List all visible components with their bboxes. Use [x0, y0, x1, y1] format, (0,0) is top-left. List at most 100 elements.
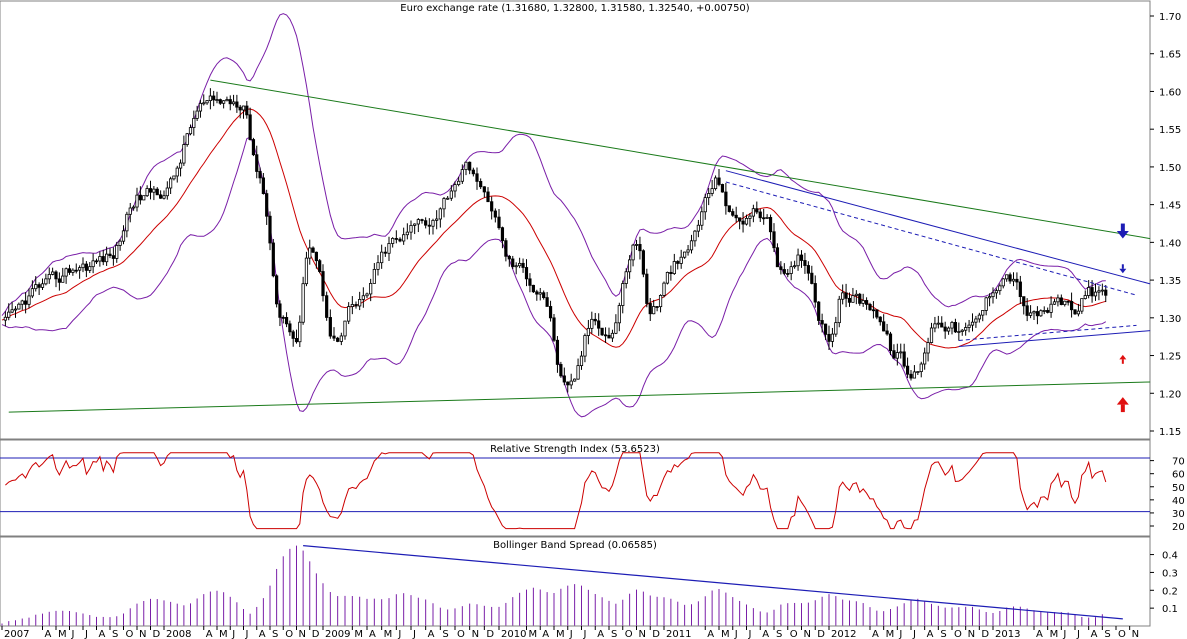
price-candle — [600, 327, 604, 336]
price-candle — [215, 91, 219, 104]
price-candle — [672, 253, 676, 275]
price-candle — [111, 247, 115, 266]
candle-body — [676, 261, 680, 264]
candle-body — [679, 256, 683, 264]
price-candle — [365, 292, 369, 299]
spread-y-axis: 0.4 0.3 0.2 0.1 — [1150, 551, 1178, 615]
price-candle — [528, 273, 532, 293]
price-candle — [1039, 309, 1043, 317]
candle-body — [638, 244, 642, 252]
candle-body — [336, 337, 340, 342]
price-candle — [500, 226, 505, 249]
x-tick-label: A — [542, 629, 549, 639]
price-candle — [803, 252, 807, 274]
candle-body — [617, 305, 621, 324]
x-tick-label: J — [412, 629, 416, 639]
trendline — [958, 330, 1151, 347]
trendline — [210, 79, 1151, 240]
price-candle — [768, 214, 773, 240]
candle-body — [212, 95, 216, 101]
candle-body — [929, 327, 934, 343]
candle-body — [3, 316, 7, 321]
price-candle — [222, 100, 226, 109]
candle-body — [847, 297, 852, 303]
x-tick-label: D — [153, 629, 161, 639]
candle-body — [806, 265, 810, 274]
price-candle — [318, 258, 322, 274]
price-candle — [1056, 294, 1060, 307]
price-candle — [1073, 309, 1077, 315]
price-candle — [748, 212, 752, 227]
candle-body — [67, 268, 72, 273]
arrow-head — [1119, 354, 1127, 360]
price-candle — [265, 189, 269, 225]
price-candle — [47, 267, 51, 284]
candle-body — [284, 317, 289, 325]
price-candle — [88, 262, 92, 274]
x-tick-label: A — [369, 629, 376, 639]
candle-body — [1035, 311, 1040, 317]
candle-body — [294, 338, 299, 343]
candle-body — [222, 100, 226, 104]
candle-body — [751, 208, 755, 217]
rsi-series — [5, 452, 1107, 530]
price-candles — [3, 88, 1108, 393]
price-candle — [336, 336, 340, 343]
price-candle — [751, 204, 755, 223]
candle-body — [524, 267, 529, 280]
price-candle — [409, 220, 413, 240]
x-tick-label: J — [245, 629, 249, 639]
price-candle — [624, 268, 628, 289]
price-candle — [555, 336, 560, 373]
price-candle — [936, 315, 940, 329]
x-tick-label: A — [762, 629, 769, 639]
candle-body — [420, 219, 424, 222]
candle-body — [84, 263, 88, 271]
candle-body — [427, 224, 431, 227]
x-tick-label: 2013 — [995, 629, 1020, 639]
candle-body — [380, 251, 384, 264]
price-candle — [610, 329, 615, 342]
candle-body — [566, 381, 570, 386]
price-candle — [398, 237, 402, 243]
candle-body — [332, 335, 336, 339]
candle-body — [347, 306, 351, 322]
price-candle — [493, 208, 497, 223]
candle-body — [710, 188, 714, 194]
candle-body — [431, 219, 435, 227]
candle-body — [64, 268, 68, 277]
price-candle — [720, 183, 725, 193]
price-y-tick-label: 1.70 — [1159, 12, 1181, 23]
price-candle — [703, 193, 707, 220]
price-candle — [464, 161, 468, 176]
price-candle — [929, 322, 934, 344]
price-candle — [1059, 294, 1063, 306]
candle-body — [464, 161, 468, 170]
x-tick-label: M — [1050, 629, 1059, 639]
price-candle — [453, 181, 457, 198]
price-candle — [416, 218, 420, 233]
price-candle — [205, 100, 209, 105]
x-tick-label: J — [898, 629, 902, 639]
price-candle — [497, 208, 501, 230]
price-candle — [888, 331, 893, 356]
price-candle — [817, 301, 821, 325]
candle-body — [655, 306, 659, 308]
price-candle — [172, 175, 176, 181]
candle-body — [457, 180, 461, 185]
x-tick-label: D — [486, 629, 494, 639]
candle-body — [165, 187, 169, 197]
price-candle — [343, 320, 347, 340]
price-candle — [813, 275, 817, 308]
candle-body — [786, 273, 790, 275]
candle-body — [528, 278, 532, 286]
candle-body — [413, 223, 417, 226]
price-candle — [271, 238, 275, 278]
candle-body — [278, 303, 282, 318]
price-candle — [782, 263, 786, 276]
x-tick-label: D — [981, 629, 989, 639]
candle-body — [799, 254, 804, 261]
candle-body — [1066, 300, 1070, 303]
candle-body — [1052, 301, 1057, 305]
candle-body — [258, 171, 262, 179]
